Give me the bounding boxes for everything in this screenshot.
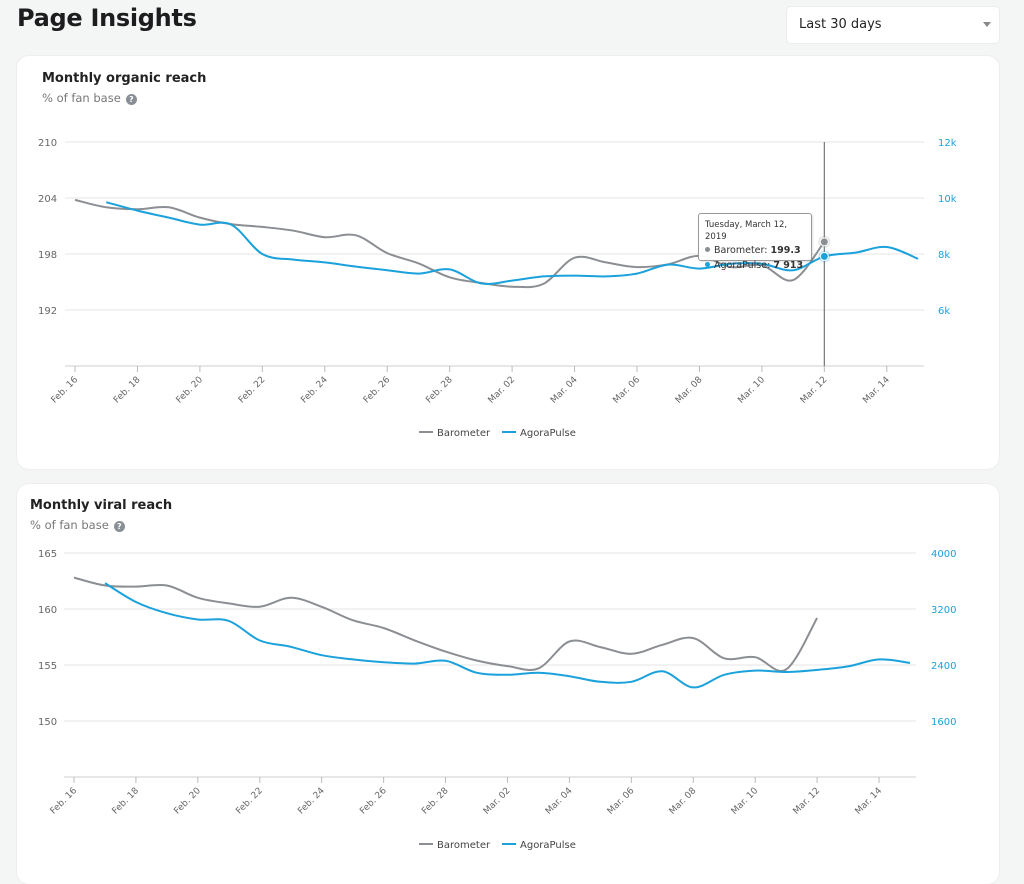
x-tick-label: Mar. 06 [611,375,642,406]
x-tick-label: Feb. 18 [112,375,143,406]
chart-subtitle: % of fan base? [30,518,125,532]
x-tick-label: Mar. 14 [854,786,885,817]
x-tick-label: Mar. 08 [668,786,699,817]
x-tick-label: Feb. 16 [50,375,81,406]
x-tick-label: Mar. 04 [549,375,580,406]
y-right-tick-label: 1600 [931,717,956,728]
x-tick-label: Mar. 10 [730,786,761,817]
tooltip-agorapulse-value: 7 913 [773,260,804,271]
tooltip-barometer-value: 199.3 [770,245,801,256]
x-tick-label: Feb. 26 [358,786,389,817]
organic-reach-chart[interactable]: 210 204 198 192 12k 10k 8k 6k Feb. 16 Feb. 18 Feb.… [17,56,999,469]
highlight-point [819,237,829,247]
x-tick-label: Mar. 12 [792,786,823,817]
page-title: Page Insights [17,4,197,32]
help-icon[interactable]: ? [113,521,125,532]
x-tick-label: Feb. 26 [362,375,393,406]
legend-label: AgoraPulse [520,428,576,439]
tooltip-agorapulse-label: AgoraPulse [714,260,768,271]
help-icon[interactable]: ? [125,94,137,105]
x-tick-label: Mar. 02 [482,786,513,817]
tooltip-date: Tuesday, March 12, 2019 [705,220,788,242]
y-left-tick-label: 210 [38,138,57,149]
y-right-tick-label: 12k [938,138,957,149]
x-tick-label: Feb. 22 [237,375,267,405]
y-left-tick-label: 204 [38,194,57,205]
y-right-tick-label: 6k [938,306,950,317]
x-tick-label: Feb. 22 [234,786,264,816]
tooltip-barometer-row: Barometer: 199.3 [705,243,805,258]
y-right-tick-label: 8k [938,250,950,261]
y-right-tick-label: 10k [938,194,957,205]
agorapulse-dot-icon [705,262,710,267]
barometer-dot-icon [705,247,710,252]
chart-title: Monthly organic reach [42,71,207,86]
legend-label: Barometer [437,840,491,851]
x-tick-label: Mar. 02 [487,375,518,406]
series-line-agorapulse [104,582,911,689]
x-tick-label: Feb. 28 [420,786,451,817]
tooltip-barometer-label: Barometer [714,245,765,256]
legend-label: Barometer [437,428,491,439]
chart-subtitle-text: % of fan base [30,518,109,532]
y-right-tick-label: 4000 [931,549,956,560]
x-tick-label: Mar. 08 [674,375,705,406]
y-right-tick-label: 2400 [931,661,956,672]
date-range-value: Last 30 days [799,17,882,32]
series-line-agorapulse [105,201,919,285]
x-tick-label: Feb. 20 [175,375,206,406]
chart-subtitle-text: % of fan base [42,91,121,105]
x-tick-label: Mar. 10 [736,375,767,406]
x-tick-label: Feb. 24 [296,786,327,817]
y-left-tick-label: 192 [38,306,57,317]
date-range-select[interactable]: Last 30 days [787,7,999,43]
y-right-tick-label: 3200 [931,605,956,616]
x-tick-label: Mar. 12 [799,375,830,406]
x-tick-label: Feb. 18 [111,786,142,817]
highlight-point [819,251,829,261]
viral-reach-card: Monthly viral reach % of fan base? 165 16… [17,484,999,884]
chart-title: Monthly viral reach [30,498,173,513]
series-line-barometer [73,576,818,672]
chart-tooltip: Tuesday, March 12, 2019 Barometer: 199.3… [698,213,812,271]
x-tick-label: Feb. 28 [424,375,455,406]
x-tick-label: Feb. 24 [299,375,330,406]
chevron-down-icon [983,22,991,27]
legend-label: AgoraPulse [520,840,576,851]
y-left-tick-label: 160 [38,605,57,616]
y-left-tick-label: 165 [38,549,57,560]
organic-reach-card: Monthly organic reach % of fan base? 210… [17,56,999,469]
x-tick-label: Feb. 20 [172,786,203,817]
x-tick-label: Mar. 14 [861,375,892,406]
x-tick-label: Feb. 16 [49,786,80,817]
chart-subtitle: % of fan base? [42,91,137,105]
x-tick-label: Mar. 04 [544,786,575,817]
y-left-tick-label: 150 [38,717,57,728]
y-left-tick-label: 155 [38,661,57,672]
viral-reach-chart[interactable]: 165 160 155 150 4000 3200 2400 1600 Feb. 16 Feb. … [17,484,999,884]
tooltip-agorapulse-row: AgoraPulse: 7 913 [705,258,805,273]
y-left-tick-label: 198 [38,250,57,261]
x-tick-label: Mar. 06 [606,786,637,817]
